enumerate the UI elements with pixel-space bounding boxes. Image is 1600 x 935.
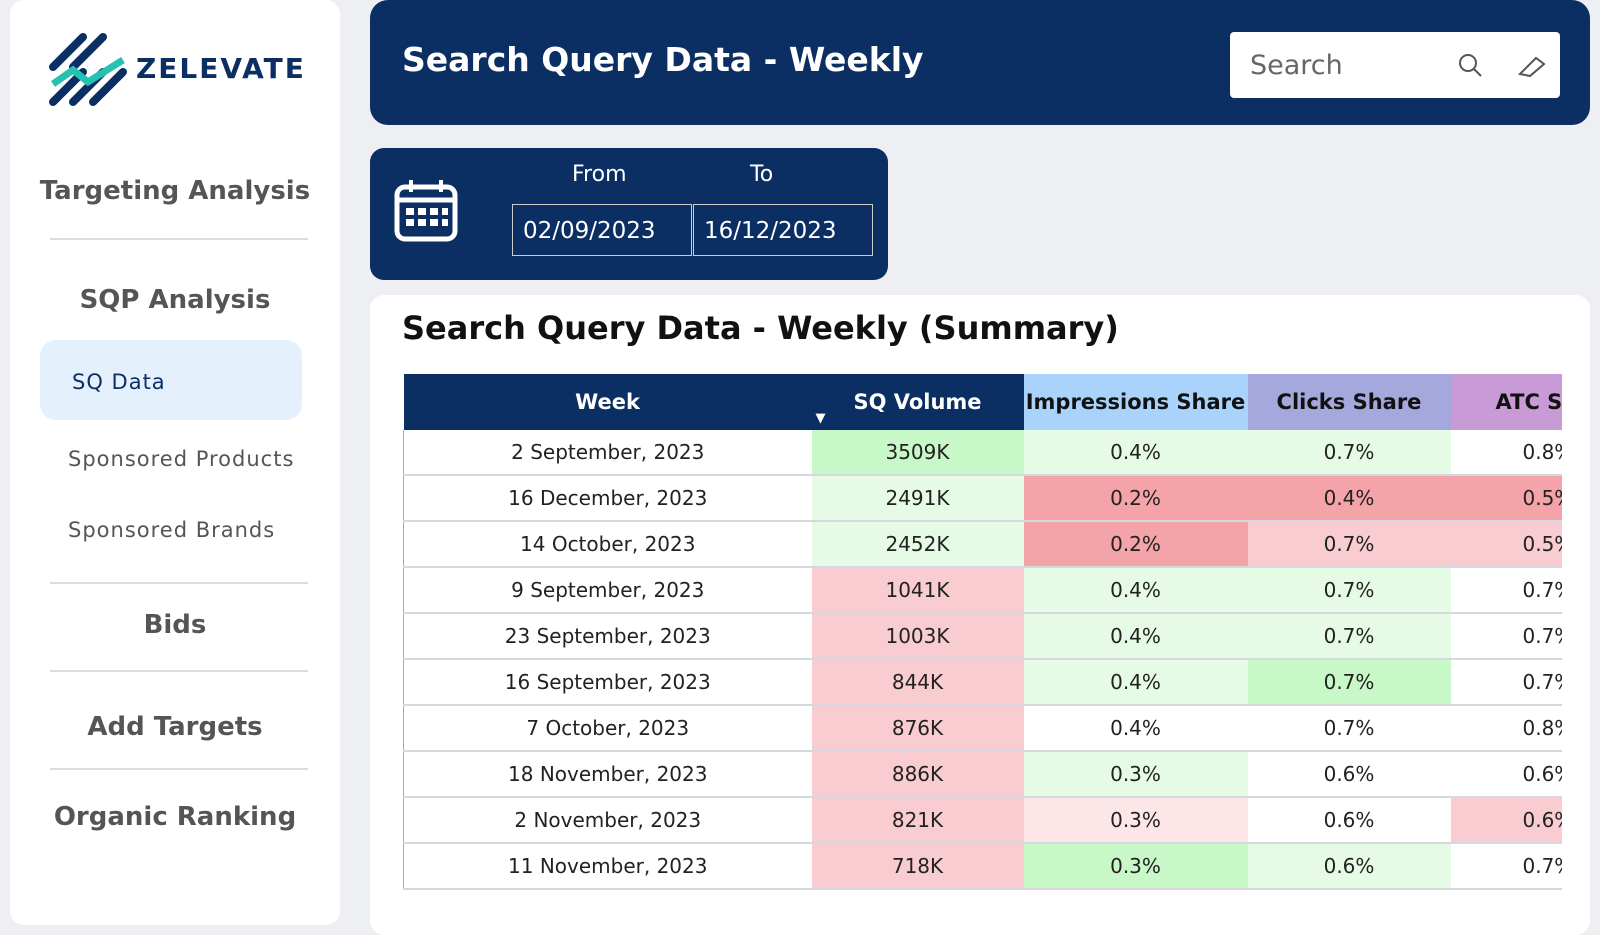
table-cell: 1041K xyxy=(811,567,1024,614)
search-placeholder: Search xyxy=(1250,50,1343,81)
table-cell: 0.7% xyxy=(1247,613,1451,660)
column-header: Impressions Share xyxy=(1023,374,1248,430)
table-cell: 0.7% xyxy=(1247,521,1451,568)
date-filter: From To 02/09/2023 16/12/2023 xyxy=(370,148,888,280)
table-cell: 2452K xyxy=(811,521,1024,568)
to-date[interactable]: 16/12/2023 xyxy=(693,204,873,256)
separator xyxy=(50,238,308,240)
calendar-icon xyxy=(394,180,458,242)
table-cell: 2491K xyxy=(811,475,1024,522)
table-cell: 0.8% xyxy=(1450,430,1562,476)
nav-item[interactable]: Sponsored Brands xyxy=(68,518,276,542)
table-cell: 9 September, 2023 xyxy=(403,567,812,614)
table-cell: 0.4% xyxy=(1023,659,1248,706)
table-cell: 2 November, 2023 xyxy=(403,797,812,844)
separator xyxy=(50,582,308,584)
nav-heading[interactable]: Organic Ranking xyxy=(53,802,297,832)
brand: ZELEVATE xyxy=(136,52,306,85)
table-cell: 0.2% xyxy=(1023,521,1248,568)
table-cell: 18 November, 2023 xyxy=(403,751,812,798)
table-cell: 0.3% xyxy=(1023,751,1248,798)
page-title: Search Query Data - Weekly xyxy=(402,40,924,79)
table-cell: 3509K xyxy=(811,430,1024,476)
to-label: To xyxy=(750,162,774,187)
table-cell: 821K xyxy=(811,797,1024,844)
table-card: Search Query Data - Weekly (Summary) Wee… xyxy=(370,295,1590,935)
table-cell: 0.6% xyxy=(1450,797,1562,844)
header: Search Query Data - Weekly Search xyxy=(370,0,1590,125)
nav-heading[interactable]: SQP Analysis xyxy=(79,285,271,315)
table-cell: 0.4% xyxy=(1023,705,1248,752)
table-cell: 16 September, 2023 xyxy=(403,659,812,706)
search-box[interactable]: Search xyxy=(1230,32,1560,98)
table-cell: 0.5% xyxy=(1450,475,1562,522)
table-cell: 0.5% xyxy=(1450,521,1562,568)
table-cell: 14 October, 2023 xyxy=(403,521,812,568)
table-cell: 0.7% xyxy=(1450,659,1562,706)
nav-active-bg xyxy=(40,340,302,420)
from-label: From xyxy=(572,162,627,187)
table-cell: 844K xyxy=(811,659,1024,706)
table-cell: 0.3% xyxy=(1023,843,1248,890)
sort-arrow[interactable]: ▼ xyxy=(815,411,826,426)
nav-heading[interactable]: Bids xyxy=(143,610,207,640)
table-cell: 0.7% xyxy=(1247,705,1451,752)
column-header: Week xyxy=(403,374,812,430)
nav-item[interactable]: SQ Data xyxy=(72,370,166,394)
table-cell: 718K xyxy=(811,843,1024,890)
table-cell: 886K xyxy=(811,751,1024,798)
column-header: SQ Volume ▼ xyxy=(811,374,1024,430)
separator xyxy=(50,670,308,672)
table-cell: 0.7% xyxy=(1247,430,1451,476)
table-cell: 0.6% xyxy=(1450,751,1562,798)
table-cell: 0.4% xyxy=(1247,475,1451,522)
table-cell: 0.7% xyxy=(1450,843,1562,890)
table-wrap: Week SQ Volume ▼ Impressions Share Clicks Sh… xyxy=(403,374,1562,890)
table-cell: 0.3% xyxy=(1023,797,1248,844)
from-date[interactable]: 02/09/2023 xyxy=(512,204,692,256)
table-cell: 2 September, 2023 xyxy=(403,430,812,476)
column-header: ATC Share xyxy=(1450,374,1562,430)
table-cell: 0.7% xyxy=(1450,567,1562,614)
summary-table: Week SQ Volume ▼ Impressions Share Clicks Sh… xyxy=(403,374,1562,890)
table-cell: 23 September, 2023 xyxy=(403,613,812,660)
table-title: Search Query Data - Weekly (Summary) xyxy=(402,309,1119,347)
table-cell: 0.8% xyxy=(1450,705,1562,752)
table-cell: 0.6% xyxy=(1247,751,1451,798)
separator xyxy=(50,768,308,770)
column-header: Clicks Share xyxy=(1247,374,1451,430)
table-cell: 0.7% xyxy=(1247,659,1451,706)
table-cell: 876K xyxy=(811,705,1024,752)
table-cell: 0.4% xyxy=(1023,613,1248,660)
table-cell: 0.4% xyxy=(1023,567,1248,614)
search-icons xyxy=(1459,54,1546,78)
table-cell: 11 November, 2023 xyxy=(403,843,812,890)
table-cell: 16 December, 2023 xyxy=(403,475,812,522)
table-cell: 0.7% xyxy=(1247,567,1451,614)
sidebar: ZELEVATE Targeting Analysis SQP Analysis… xyxy=(10,0,340,925)
table-cell: 0.7% xyxy=(1450,613,1562,660)
table-cell: 7 October, 2023 xyxy=(403,705,812,752)
table-cell: 0.6% xyxy=(1247,843,1451,890)
nav-heading[interactable]: Targeting Analysis xyxy=(39,176,311,206)
table-cell: 0.2% xyxy=(1023,475,1248,522)
logo xyxy=(49,33,127,106)
table-cell: 0.4% xyxy=(1023,430,1248,476)
table-cell: 1003K xyxy=(811,613,1024,660)
nav-item[interactable]: Sponsored Products xyxy=(68,447,295,471)
table-cell: 0.6% xyxy=(1247,797,1451,844)
nav-heading[interactable]: Add Targets xyxy=(87,712,263,742)
